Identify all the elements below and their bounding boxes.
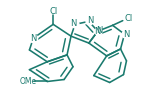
- Text: N: N: [95, 27, 101, 36]
- Text: N: N: [123, 30, 129, 39]
- Text: OMe: OMe: [19, 77, 36, 86]
- Text: N: N: [70, 19, 77, 28]
- Text: Cl: Cl: [49, 7, 57, 16]
- Text: N: N: [87, 16, 93, 25]
- Text: Cl: Cl: [124, 14, 133, 23]
- Text: N: N: [30, 34, 36, 43]
- Text: N: N: [96, 26, 102, 35]
